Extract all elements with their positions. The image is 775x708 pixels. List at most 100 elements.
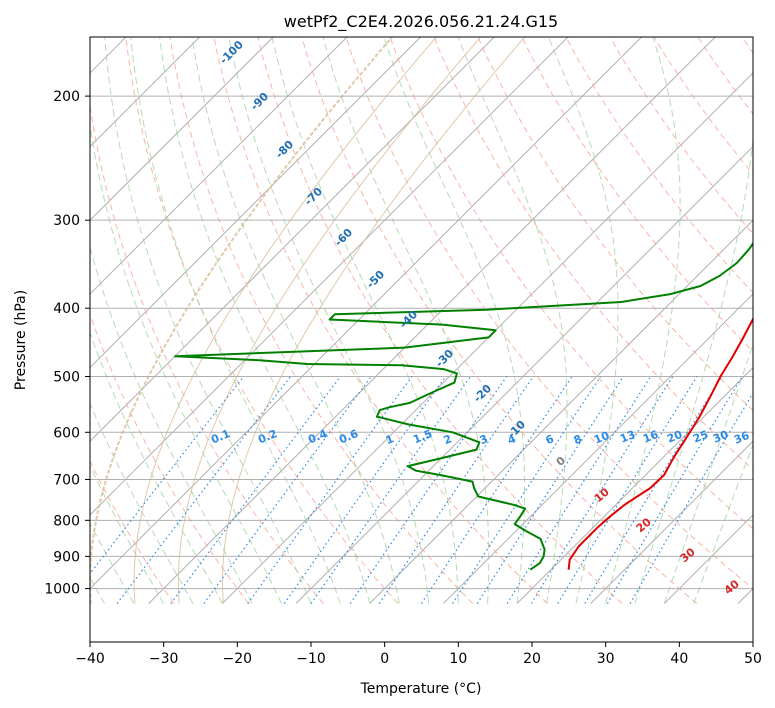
dry-adiabat-line [125, 37, 399, 604]
x-tick-label: −10 [296, 651, 326, 667]
y-axis-label: Pressure (hPa) [13, 290, 29, 390]
isotherm-line [369, 219, 753, 604]
isotherm-line [90, 37, 569, 516]
dry-adiabat-line [213, 37, 548, 604]
mixing-ratio-lines [90, 376, 753, 604]
y-tick-label: 1000 [44, 582, 80, 598]
mixing-ratio-line [530, 376, 674, 604]
y-tick-label: 300 [53, 213, 80, 229]
dry-adiabat-line [565, 37, 753, 294]
mixing-ratio-label: 30 [711, 428, 730, 446]
mixing-ratio-label: 0.4 [306, 427, 329, 446]
y-tick-label: 600 [53, 425, 80, 441]
x-tick-label: −20 [223, 651, 253, 667]
mixing-ratio-label: 6 [544, 432, 556, 447]
mixing-ratio-label: 2 [442, 432, 454, 447]
x-axis: −40 −30 −20 −10 0 10 20 30 40 50 [75, 642, 762, 667]
mixing-ratio-label: 1.5 [411, 427, 434, 446]
moist-adiabat-label: 40 [722, 577, 742, 597]
temperature-profile-line [567, 316, 753, 570]
mixing-ratio-line [629, 391, 753, 604]
dewpoint-profile-line [174, 241, 753, 571]
dry-adiabat-line [697, 37, 753, 115]
brown-guide-line [90, 37, 394, 604]
isotherm-line [90, 37, 127, 74]
moist-adiabat-label: 30 [678, 545, 698, 565]
x-axis-label: Temperature (°C) [360, 681, 482, 697]
moist-adiabat-line [90, 122, 282, 604]
moist-adiabat-line [271, 37, 459, 604]
mixing-ratio-label: 36 [732, 429, 751, 447]
mixing-ratio-line [584, 376, 723, 604]
moist-adiabat-line [159, 37, 371, 604]
dry-adiabat-line [477, 37, 753, 412]
isotherm-line [0, 0, 205, 604]
mixing-ratio-label: 20 [665, 428, 684, 446]
brown-guide-line [133, 37, 437, 604]
mixing-ratio-line [557, 376, 698, 604]
moist-adiabat-line [228, 37, 430, 604]
plot-frame [89, 36, 754, 643]
dry-adiabat-line [345, 37, 753, 590]
moist-adiabat-line [547, 37, 619, 604]
y-tick-label: 800 [53, 513, 80, 529]
dry-adiabat-line [90, 102, 324, 604]
moist-adiabat-line [130, 37, 341, 604]
mixing-ratio-line [606, 376, 743, 604]
y-tick-label: 500 [53, 369, 80, 385]
x-tick-label: −40 [75, 651, 105, 667]
mixing-ratio-line [378, 376, 534, 604]
moist-adiabat-line [104, 37, 312, 604]
isotherm-line [222, 72, 753, 604]
mixing-ratio-label: 10 [592, 429, 611, 447]
dry-adiabat-label: -20 [471, 382, 494, 405]
mixing-ratio-label: 8 [572, 432, 584, 447]
x-tick-label: 40 [670, 651, 688, 667]
mixing-ratio-label: 0.6 [337, 427, 360, 446]
dry-adiabat-line [257, 37, 623, 604]
isotherm-line [737, 587, 753, 604]
moist-adiabat-line [634, 135, 753, 604]
moist-adiabat-line [383, 37, 525, 604]
moist-adiabat-line [90, 245, 253, 604]
mixing-ratio-line [90, 376, 245, 575]
mixing-ratio-label: 3 [478, 432, 490, 447]
y-tick-label: 900 [53, 549, 80, 565]
dry-adiabat-line [301, 37, 698, 604]
mixing-ratio-label: 16 [641, 428, 660, 446]
moist-adiabat-line [191, 37, 400, 604]
mixing-ratio-label: 13 [618, 428, 637, 446]
moist-adiabat-label: 20 [634, 515, 654, 535]
y-axis: 1002003004005006007008009001000 [44, 89, 90, 598]
isotherm-line [90, 37, 643, 590]
brown-guide-line [221, 37, 526, 604]
chart-title: wetPf2_C2E4.2026.056.21.24.G15 [284, 12, 558, 32]
mixing-ratio-line [349, 376, 508, 604]
moist-adiabat-line [90, 402, 194, 604]
dry-adiabat-label: -90 [248, 90, 271, 113]
dry-adiabat-line [609, 37, 753, 235]
y-tick-label: 700 [53, 472, 80, 488]
mixing-ratio-line [476, 376, 624, 604]
moist-adiabat-line [322, 37, 490, 604]
isotherm-line [90, 37, 422, 369]
isotherm-line [516, 366, 753, 604]
dry-adiabat-line [767, 0, 775, 604]
dry-adiabat-label: -100 [217, 38, 246, 67]
isotherm-line [148, 37, 716, 604]
isobar-grid [90, 95, 753, 590]
mixing-ratio-label: 1 [384, 432, 396, 447]
dry-adiabat-label: -70 [302, 185, 325, 208]
x-tick-label: −30 [149, 651, 179, 667]
mixing-ratio-line [310, 376, 471, 604]
moist-adiabat-label: 10 [592, 485, 612, 505]
x-tick-label: 20 [523, 651, 541, 667]
isotherm-line [295, 145, 753, 604]
profiles [174, 241, 753, 571]
moist-adiabat-line [457, 37, 568, 604]
x-tick-label: 10 [449, 651, 467, 667]
brown-guide-line [177, 37, 482, 604]
x-tick-label: 0 [380, 651, 389, 667]
mixing-ratio-line [247, 376, 413, 604]
